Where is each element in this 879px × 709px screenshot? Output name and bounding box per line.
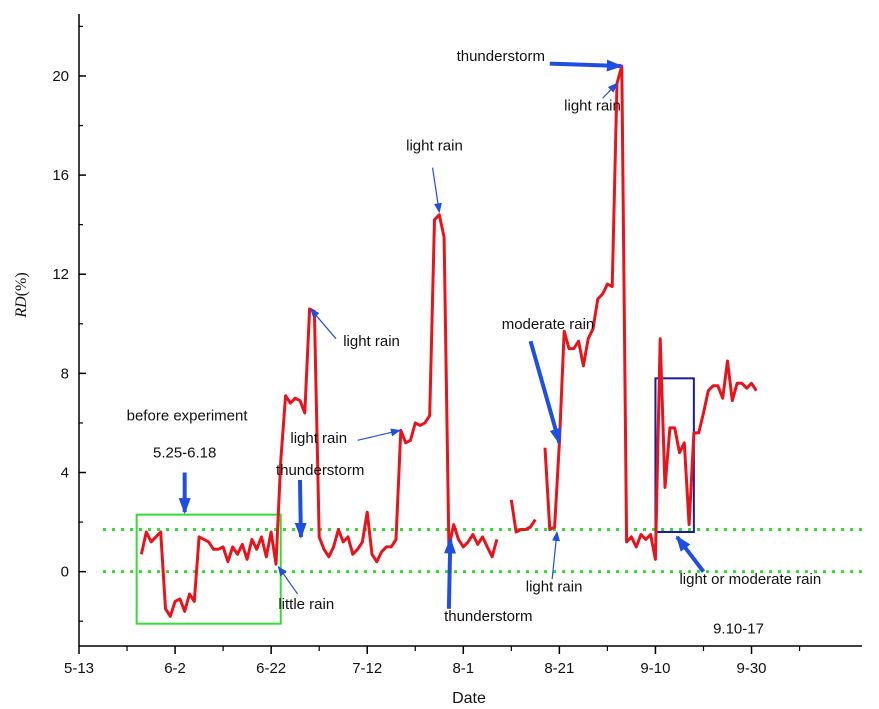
y-tick-label: 4 [61,465,69,482]
little-rain-label: little rain [278,596,334,613]
before-experiment-dates-label: 5.25-6.18 [153,445,216,462]
series-line-0 [139,213,499,618]
series-line-2 [543,64,758,561]
y-tick-label: 8 [61,365,69,382]
light-rain-2-label: light rain [290,430,347,447]
thunderstorm-3-label: thunderstorm [457,48,545,65]
before-experiment-label: before experiment [127,407,249,424]
light-rain-1-arrow [309,308,337,340]
x-tick-label: 8-21 [544,660,574,677]
light-rain-3-arrow [431,167,442,214]
reference-lines [103,528,862,574]
light-rain-3-label: light rain [406,137,463,154]
light-rain-1-label: light rain [343,333,400,350]
light-or-moderate-rain-label: light or moderate rain [679,571,821,588]
light-rain-2-arrow [357,428,401,441]
series-layer [139,64,758,618]
moderate-rain-label: moderate rain [502,316,595,333]
x-tick-label: 6-22 [256,660,286,677]
y-axis-title-italic: RD [13,296,30,319]
x-axis-title: Date [452,690,486,707]
axes: 0 4 8 12 16 20 5-13 6-2 6-22 7-12 8-1 8-21 9-10 9-30 [52,14,862,677]
x-tick-label: 7-12 [352,660,382,677]
series-line-1 [509,499,537,534]
sep-dates-label: 9.10-17 [713,621,764,638]
moderate-rain-arrow [528,340,562,445]
light-or-moderate-arrow [675,535,706,573]
annotation-arrows [178,59,706,609]
thunderstorm-1-label: thunderstorm [276,462,364,479]
little-rain-arrow [277,565,299,595]
x-tick-label: 6-2 [164,660,186,677]
thunderstorm-3-arrow [549,59,623,72]
light-rain-4-label: light rain [564,98,621,115]
thunderstorm-1-arrow [294,479,307,539]
thunderstorm-2-label: thunderstorm [444,608,532,625]
y-tick-label: 12 [52,266,69,283]
x-tick-label: 9-10 [640,660,670,677]
annotation-labels: before experiment 5.25-6.18 thunderstorm li… [127,48,822,638]
light-rain-4-arrow [602,82,618,99]
y-tick-label: 0 [61,564,69,581]
y-axis-title: RD(%) [13,272,30,318]
x-tick-label: 8-1 [452,660,474,677]
y-axis-title-unit: (%) [13,272,30,296]
x-tick-label: 9-30 [736,660,766,677]
light-rain-5-label: light rain [526,578,583,595]
thunderstorm-2-arrow [444,537,457,609]
y-tick-label: 20 [52,68,69,85]
y-tick-label: 16 [52,167,69,184]
x-tick-label: 5-13 [64,660,94,677]
light-rain-5-arrow [551,530,561,580]
